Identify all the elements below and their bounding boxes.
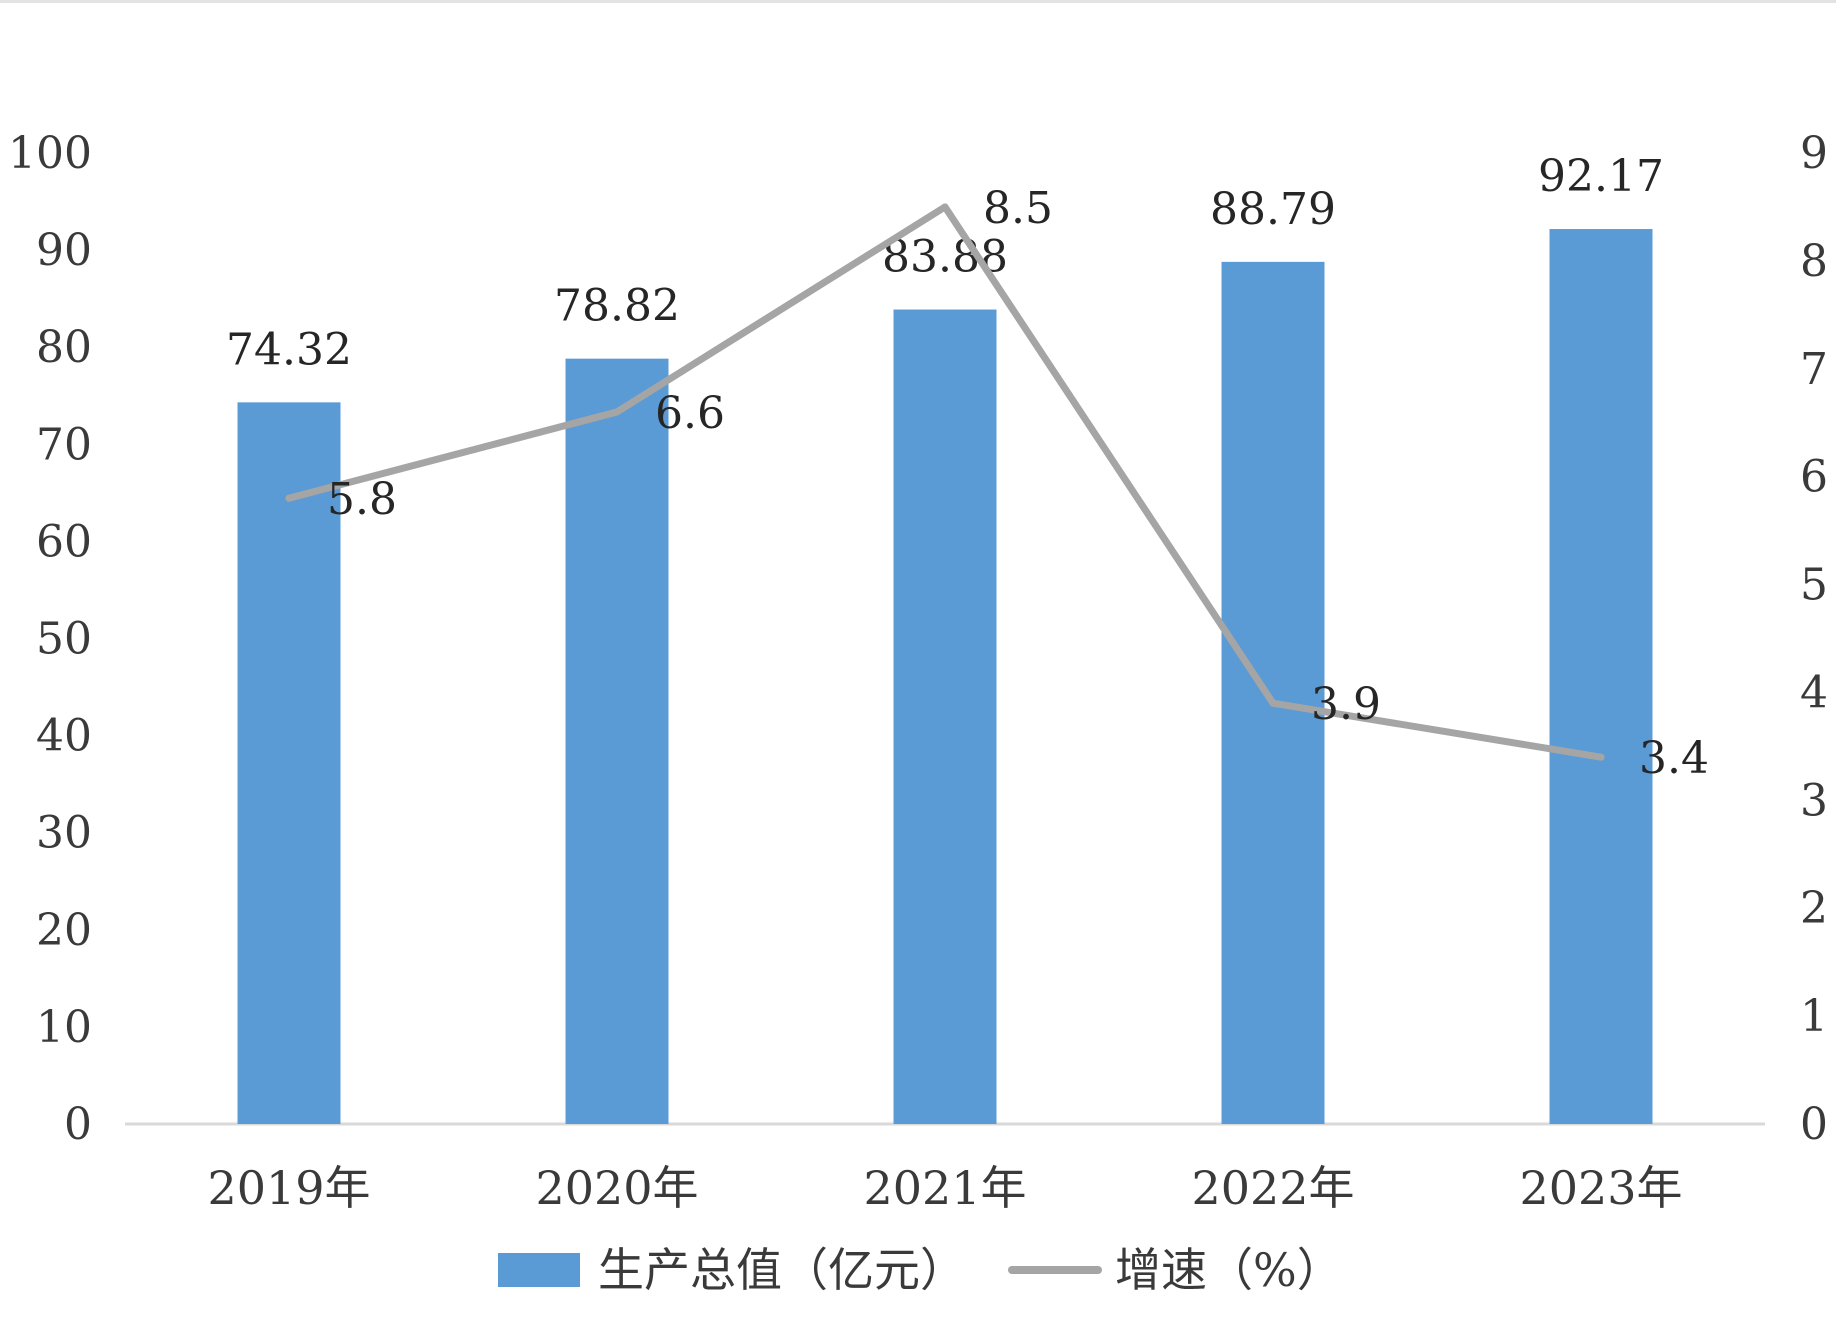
x-axis-tick-label: 2020年 xyxy=(535,1161,698,1215)
growth-value-label: 3.9 xyxy=(1311,679,1381,730)
right-axis-tick-label: 8 xyxy=(1800,236,1828,287)
x-axis-tick-label: 2022年 xyxy=(1191,1161,1354,1215)
right-axis-tick-label: 2 xyxy=(1800,883,1828,934)
bar-series xyxy=(237,229,1653,1125)
left-axis-tick-label: 20 xyxy=(36,905,92,956)
x-axis-tick-label: 2023年 xyxy=(1519,1161,1682,1215)
legend-label: 增速（%） xyxy=(1115,1243,1343,1297)
top-frame-line xyxy=(0,0,1836,3)
left-axis-tick-label: 80 xyxy=(36,322,92,373)
bar-value-label: 78.82 xyxy=(554,281,680,332)
x-axis-tick-label: 2021年 xyxy=(863,1161,1026,1215)
growth-value-label: 6.6 xyxy=(655,388,725,439)
bar-value-label: 88.79 xyxy=(1210,184,1336,235)
bar xyxy=(1221,261,1325,1124)
line-data-labels: 5.8 6.6 8.5 3.9 3.4 xyxy=(327,183,1709,784)
left-axis-tick-label: 0 xyxy=(64,1099,92,1150)
right-axis-tick-label: 1 xyxy=(1800,991,1828,1042)
line-series xyxy=(285,203,1605,761)
right-axis-tick-label: 5 xyxy=(1800,560,1828,611)
legend-bar-swatch xyxy=(498,1253,580,1287)
bar-value-label: 92.17 xyxy=(1538,151,1664,202)
bar xyxy=(237,402,341,1125)
right-axis-tick-label: 3 xyxy=(1800,775,1828,826)
growth-point xyxy=(1269,699,1277,707)
growth-value-label: 8.5 xyxy=(983,183,1053,234)
growth-point xyxy=(613,408,621,416)
growth-value-label: 3.4 xyxy=(1639,733,1709,784)
left-axis-tick-label: 90 xyxy=(36,225,92,276)
legend-label: 生产总值（亿元） xyxy=(598,1243,966,1297)
left-axis-tick-label: 30 xyxy=(36,808,92,859)
bar xyxy=(1549,229,1653,1124)
right-axis-tick-label: 4 xyxy=(1800,667,1828,718)
right-y-axis: 0 1 2 3 4 5 6 7 8 9 xyxy=(1800,128,1828,1150)
growth-value-label: 5.8 xyxy=(327,474,397,525)
right-axis-tick-label: 6 xyxy=(1800,452,1828,503)
left-axis-tick-label: 60 xyxy=(36,516,92,567)
right-axis-tick-label: 0 xyxy=(1800,1099,1828,1150)
bar-value-label: 74.32 xyxy=(226,324,352,375)
x-axis-tick-label: 2019年 xyxy=(207,1161,370,1215)
right-axis-tick-label: 7 xyxy=(1800,344,1828,395)
legend: 生产总值（亿元） 增速（%） xyxy=(498,1243,1343,1297)
growth-point xyxy=(941,203,949,211)
bar xyxy=(565,358,669,1124)
left-axis-tick-label: 70 xyxy=(36,419,92,470)
left-axis-tick-label: 10 xyxy=(36,1002,92,1053)
right-axis-tick-label: 9 xyxy=(1800,128,1828,179)
bar xyxy=(893,309,997,1124)
growth-point xyxy=(1597,753,1605,761)
growth-point xyxy=(285,494,293,502)
x-axis-tick-labels: 2019年 2020年 2021年 2022年 2023年 xyxy=(207,1161,1682,1215)
left-axis-tick-label: 50 xyxy=(36,614,92,665)
left-axis-tick-label: 40 xyxy=(36,711,92,762)
left-y-axis: 0 10 20 30 40 50 60 70 80 90 100 xyxy=(8,128,92,1150)
left-axis-tick-label: 100 xyxy=(8,128,92,179)
